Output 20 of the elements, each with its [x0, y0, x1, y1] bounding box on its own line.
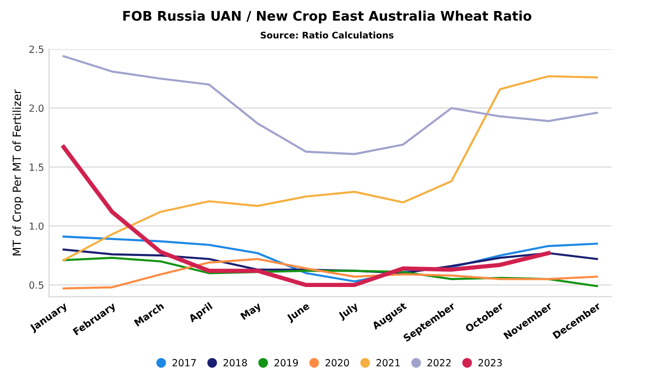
legend-label: 2021	[376, 359, 400, 366]
y-tick-label: 0.5	[29, 281, 44, 289]
legend-label: 2020	[326, 359, 349, 366]
legend-label: 2017	[172, 359, 196, 366]
y-tick-label: 1.0	[30, 222, 44, 230]
legend-label: 2023	[478, 359, 502, 366]
legend-label: 2019	[274, 359, 298, 366]
legend-label: 2018	[224, 359, 247, 366]
y-tick-label: 2.0	[29, 104, 44, 112]
x-tick-label: May	[240, 302, 263, 322]
line-series	[62, 75, 598, 262]
y-axis-title: MT of Crop Per MT of Fertilizer	[12, 89, 24, 256]
y-tick-label: 2.5	[29, 46, 44, 53]
chart-subtitle: Source: Ratio Calculations	[260, 32, 394, 39]
line-series	[62, 55, 598, 156]
line-series	[62, 248, 598, 274]
y-tick-label: 1.5	[30, 164, 44, 171]
legend-label: 2022	[428, 359, 451, 366]
line-series	[62, 144, 551, 288]
chart-title: FOB Russia UAN / New Crop East Australia Wheat Ratio	[123, 10, 532, 24]
